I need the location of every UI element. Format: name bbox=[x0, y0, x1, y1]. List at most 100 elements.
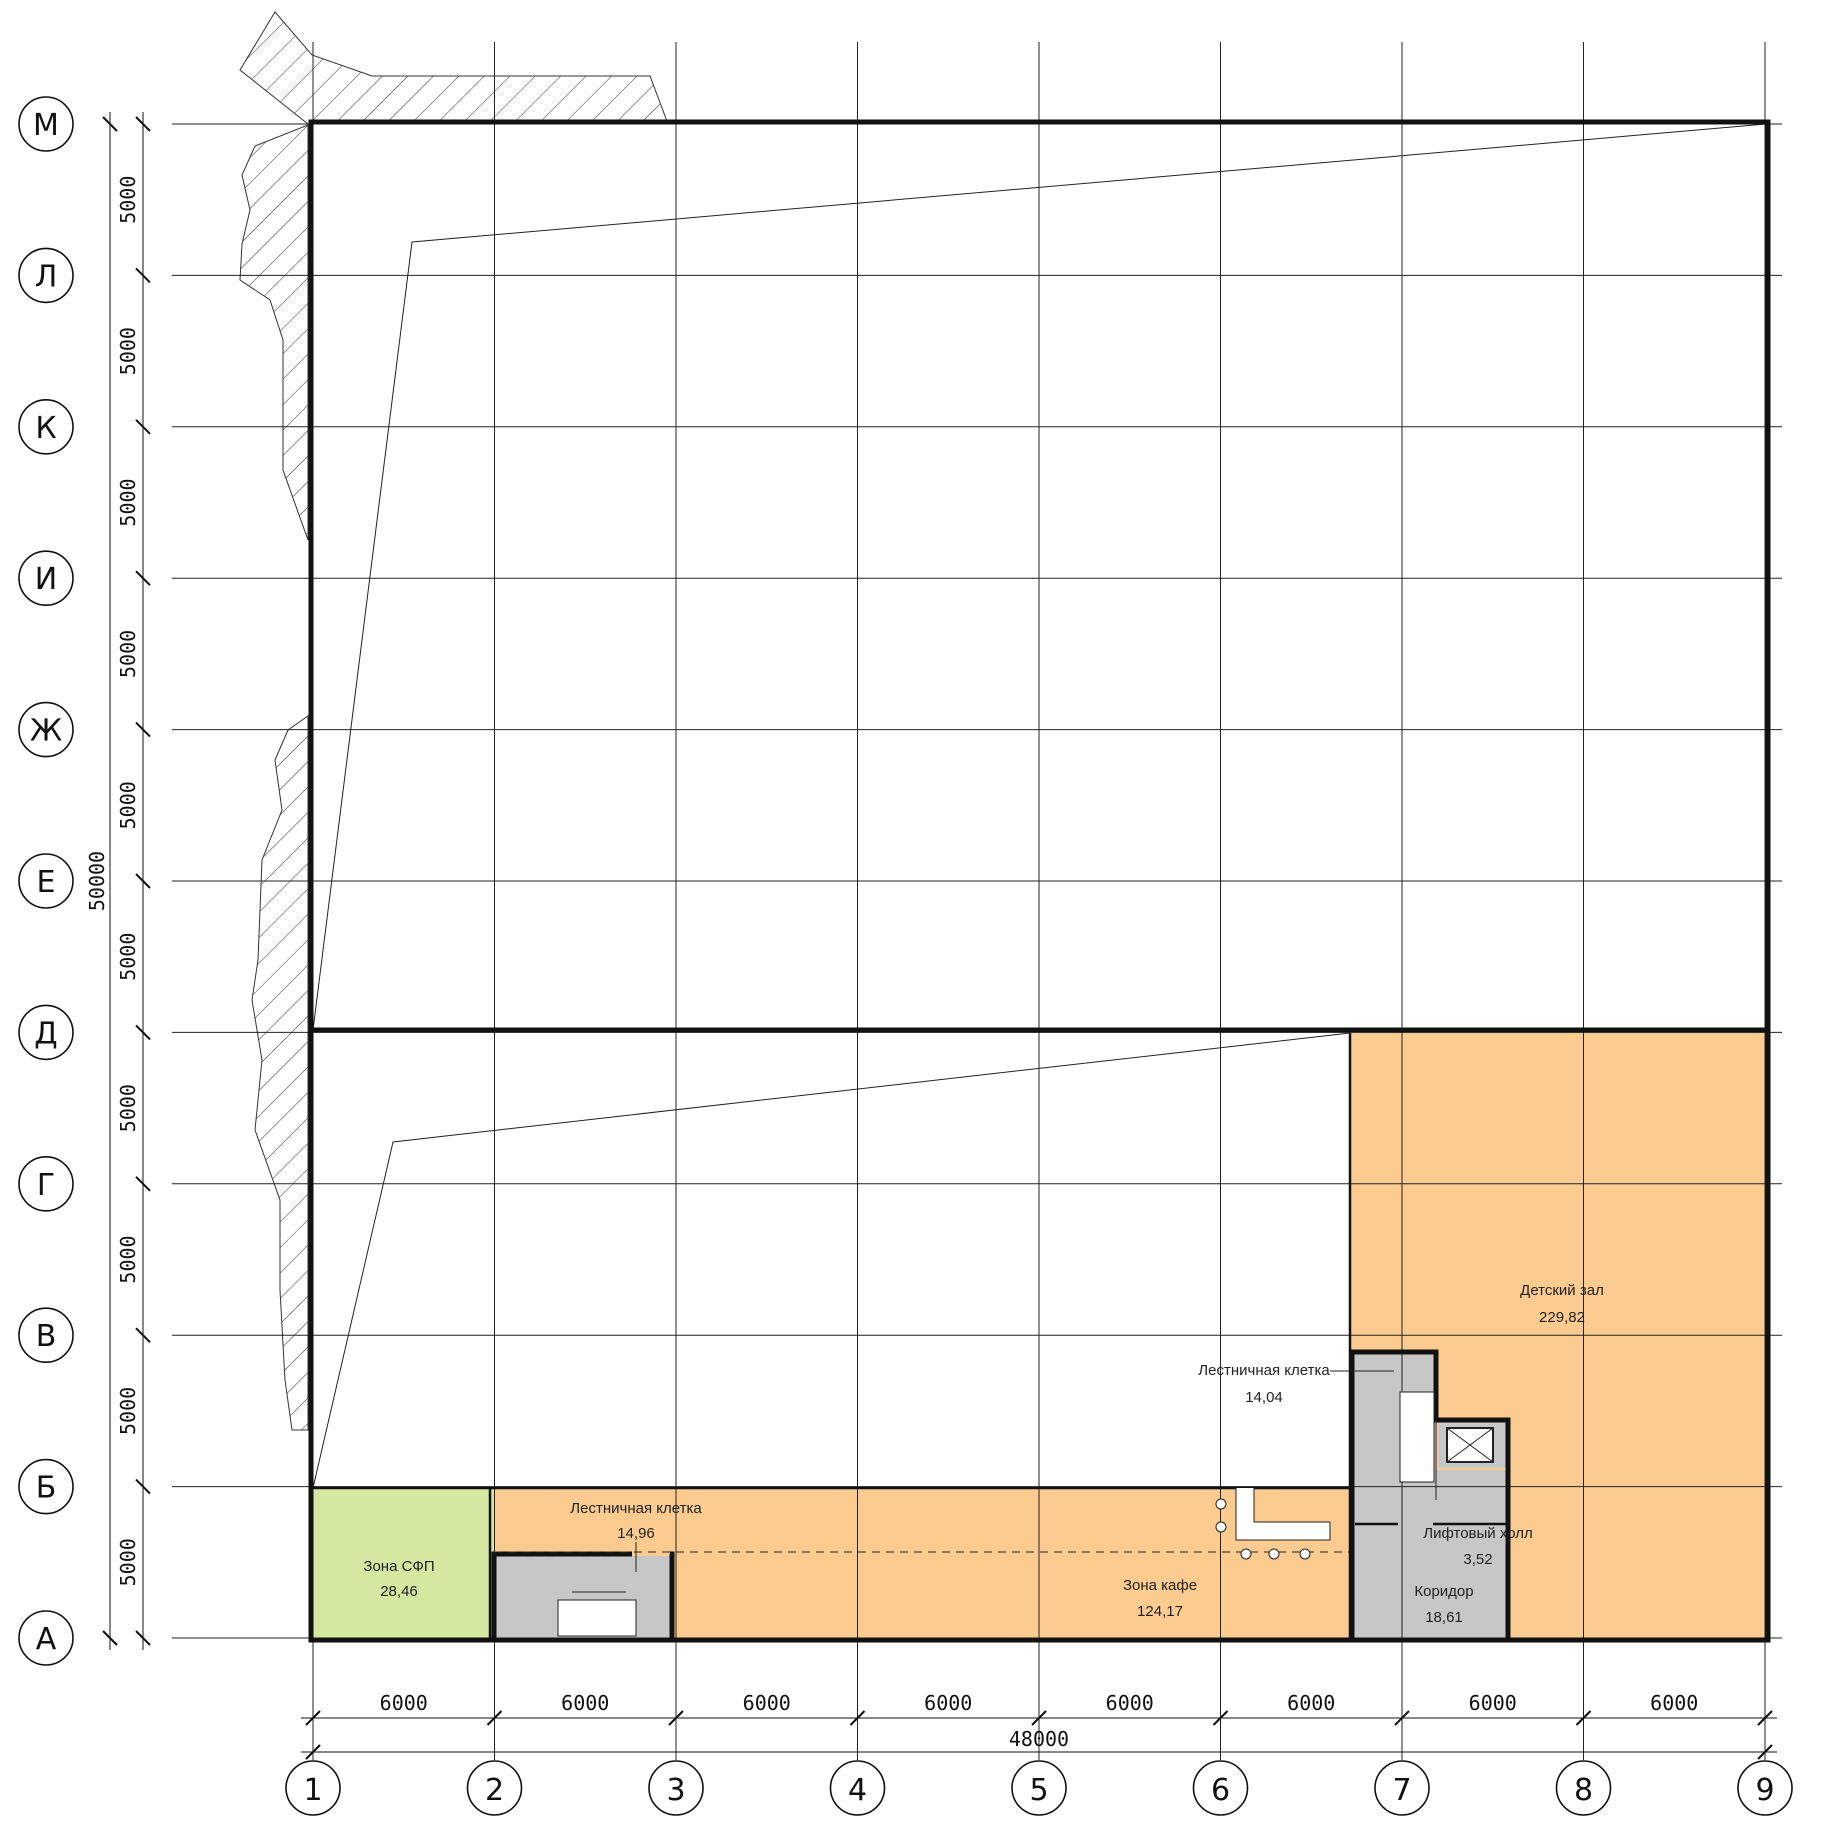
dim-tick bbox=[668, 1710, 684, 1726]
dim-text-row: 5000 bbox=[116, 933, 140, 981]
row-axis-bubbles: М Л К И Ж Е Д Г В Б А bbox=[18, 96, 74, 1666]
row-axis-label: И bbox=[35, 562, 57, 597]
col-axis-bubble bbox=[1374, 1760, 1430, 1816]
row-axis-bubble bbox=[18, 398, 74, 455]
dim-text-col: 6000 bbox=[1650, 1691, 1698, 1715]
row-axis-bubble bbox=[18, 247, 74, 304]
dim-text-total-width: 48000 bbox=[1009, 1727, 1069, 1751]
col-axis-bubble bbox=[466, 1760, 523, 1816]
cafe-counter bbox=[1235, 1488, 1331, 1541]
dim-tick bbox=[135, 1176, 151, 1192]
dim-text-col: 6000 bbox=[1469, 1691, 1517, 1715]
dim-text-row: 5000 bbox=[116, 1235, 140, 1283]
dim-tick bbox=[135, 1630, 151, 1646]
col-axis-label: 7 bbox=[1392, 1773, 1411, 1808]
dim-text-row: 5000 bbox=[116, 781, 140, 829]
dim-tick bbox=[1031, 1710, 1047, 1726]
dim-tick bbox=[102, 1630, 118, 1646]
row-axis-label: Ж bbox=[30, 714, 62, 749]
row-axis-label: Б bbox=[36, 1471, 57, 1506]
dim-tick bbox=[1212, 1710, 1229, 1726]
dim-text-col: 6000 bbox=[1287, 1691, 1335, 1715]
dim-tick bbox=[135, 1024, 151, 1041]
dim-tick bbox=[135, 116, 151, 132]
room-name-sfp: Зона СФП bbox=[363, 1558, 434, 1575]
room-area-stair-2: 14,04 bbox=[1245, 1389, 1283, 1406]
dim-tick bbox=[305, 1744, 321, 1760]
col-axis-bubble bbox=[1737, 1760, 1793, 1816]
room-fill-corridor bbox=[1353, 1524, 1509, 1638]
col-axis-label: 4 bbox=[848, 1773, 867, 1808]
dim-text-col: 6000 bbox=[924, 1691, 972, 1715]
walls bbox=[308, 119, 1771, 1643]
row-axis-bubble bbox=[18, 1307, 74, 1363]
col-axis-label: 8 bbox=[1574, 1773, 1593, 1808]
dim-tick bbox=[849, 1710, 866, 1726]
dim-tick bbox=[1575, 1710, 1592, 1726]
dim-tick bbox=[305, 1710, 321, 1726]
row-axis-label: А bbox=[36, 1622, 57, 1657]
dim-tick bbox=[1394, 1710, 1410, 1726]
dim-tick bbox=[1757, 1744, 1773, 1760]
dim-text-row: 5000 bbox=[116, 630, 140, 678]
dim-text-row: 5000 bbox=[116, 1084, 140, 1132]
room-name-kafe: Зона кафе bbox=[1123, 1577, 1197, 1594]
dim-tick bbox=[135, 267, 151, 284]
stair-symbol-right bbox=[1399, 1391, 1435, 1483]
dim-text-col: 6000 bbox=[561, 1691, 609, 1715]
room-area-sfp: 28,46 bbox=[380, 1583, 418, 1600]
row-axis-bubble bbox=[18, 853, 74, 909]
room-name-lift-hall: Лифтовый холл bbox=[1423, 1525, 1532, 1542]
col-axis-label: 2 bbox=[485, 1773, 504, 1808]
col-axis-bubble bbox=[648, 1760, 704, 1816]
room-area-lift-hall: 3,52 bbox=[1463, 1551, 1492, 1568]
room-labels: Зона СФП 28,46 Лестничная клетка 14,96 З… bbox=[363, 1282, 1603, 1626]
col-axis-bubble bbox=[829, 1760, 886, 1816]
room-name-stair-1: Лестничная клетка bbox=[570, 1500, 702, 1517]
col-axis-bubble bbox=[285, 1760, 341, 1816]
row-axis-label: Д bbox=[34, 1016, 57, 1051]
leader-lines bbox=[635, 1370, 1394, 1572]
room-name-detsky-zal: Детский зал bbox=[1520, 1282, 1604, 1299]
col-axis-label: 5 bbox=[1029, 1773, 1048, 1808]
dim-text-row: 5000 bbox=[116, 327, 140, 375]
col-axis-label: 9 bbox=[1755, 1773, 1774, 1808]
row-axis-label: К bbox=[35, 411, 56, 446]
room-fill-lift-hall bbox=[1435, 1470, 1509, 1524]
row-axis-label: Е bbox=[37, 865, 56, 900]
dim-text-row: 5000 bbox=[116, 478, 140, 526]
row-axis-label: Л bbox=[35, 259, 58, 294]
dim-text-col: 6000 bbox=[1106, 1691, 1154, 1715]
row-axis-label: В bbox=[36, 1319, 57, 1354]
row-axis-label: М bbox=[33, 108, 59, 143]
dim-tick bbox=[135, 873, 151, 889]
room-area-corridor: 18,61 bbox=[1425, 1609, 1463, 1626]
room-fill-sfp bbox=[313, 1488, 494, 1638]
stair-symbol-left bbox=[557, 1591, 637, 1637]
row-axis-bubble bbox=[18, 701, 74, 758]
column-axis-bubbles: 1 2 3 4 5 6 7 8 9 bbox=[285, 1760, 1793, 1816]
room-name-corridor: Коридор bbox=[1414, 1583, 1473, 1600]
dim-tick bbox=[135, 1478, 151, 1495]
room-area-detsky-zal: 229,82 bbox=[1539, 1309, 1585, 1326]
row-axis-bubble bbox=[18, 96, 74, 152]
dim-text-total-height: 50000 bbox=[85, 851, 109, 911]
dim-text-col: 6000 bbox=[743, 1691, 791, 1715]
col-axis-bubble bbox=[1011, 1760, 1067, 1816]
dim-text-row: 5000 bbox=[116, 1538, 140, 1586]
room-area-stair-1: 14,96 bbox=[617, 1525, 655, 1542]
row-axis-bubble bbox=[18, 1004, 74, 1061]
col-axis-label: 1 bbox=[303, 1773, 322, 1808]
dim-tick bbox=[486, 1710, 503, 1726]
dim-text-row: 5000 bbox=[116, 1387, 140, 1435]
dim-tick bbox=[1757, 1710, 1773, 1726]
row-axis-label: Г bbox=[37, 1168, 55, 1203]
col-axis-bubble bbox=[1555, 1760, 1612, 1816]
row-axis-bubble bbox=[18, 1156, 74, 1212]
col-axis-label: 6 bbox=[1211, 1773, 1230, 1808]
dim-tick bbox=[135, 570, 151, 586]
room-area-kafe: 124,17 bbox=[1137, 1603, 1183, 1620]
reference-lines bbox=[312, 123, 1767, 1489]
dim-tick bbox=[135, 1327, 151, 1343]
